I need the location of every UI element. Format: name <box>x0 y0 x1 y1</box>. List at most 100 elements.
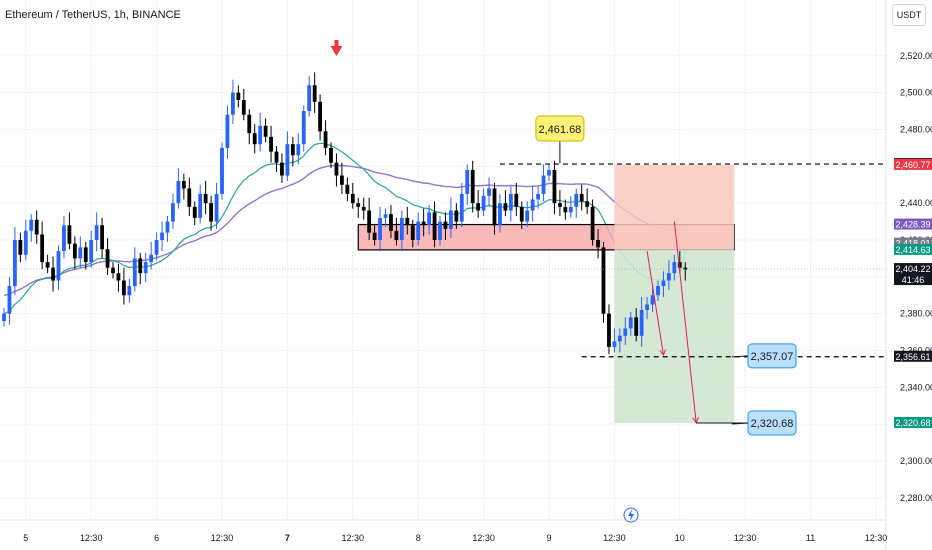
lightning-icon <box>628 509 634 521</box>
price-axis: 2,280.002,300.002,320.002,340.002,360.00… <box>894 51 932 503</box>
annotations: 2,461.68 2,357.07 2,320.68 <box>330 40 797 436</box>
candle-body <box>122 280 126 296</box>
candle-body <box>547 170 551 176</box>
candle-body <box>389 214 393 231</box>
candle-body <box>585 201 590 207</box>
candle-body <box>443 221 448 229</box>
candle-body <box>421 221 426 226</box>
countdown-label: 41:46 <box>902 275 925 285</box>
candle-body <box>263 125 268 137</box>
candle-body <box>672 262 677 274</box>
price-level-tag-label: 2,320.68 <box>895 418 930 428</box>
time-tick-label: 11 <box>806 533 815 543</box>
price-tick-label: 2,380.00 <box>900 309 932 319</box>
candle-body <box>181 181 186 189</box>
price-level-tag <box>894 350 932 362</box>
candle-body <box>78 247 83 259</box>
candle-body <box>492 188 497 226</box>
ema-fast-line <box>3 142 686 315</box>
candle-body <box>639 310 644 336</box>
candle-body <box>334 162 339 176</box>
candle-body <box>40 234 45 263</box>
candle-body <box>667 273 671 281</box>
candle-body <box>459 193 464 222</box>
candle-body <box>13 240 17 287</box>
price-tick-label: 2,280.00 <box>900 493 932 503</box>
candles <box>2 72 688 355</box>
candle-body <box>307 85 312 112</box>
time-tick-label: 12:30 <box>865 533 888 543</box>
candle-body <box>100 225 104 250</box>
candle-body <box>89 240 94 263</box>
candle-body <box>198 193 203 218</box>
candle-body <box>192 206 197 218</box>
price-level-tag <box>894 237 932 249</box>
candle-body <box>62 225 66 252</box>
candle-body <box>165 221 170 233</box>
candle-body <box>416 221 421 240</box>
price-tick-label: 2,440.00 <box>900 198 932 208</box>
price-tick-label: 2,360.00 <box>900 346 932 356</box>
candle-body <box>574 193 579 207</box>
candle-body <box>225 114 230 148</box>
candle-body <box>127 286 132 296</box>
candle-body <box>645 304 649 310</box>
candle-body <box>280 162 284 176</box>
time-tick-label: 12:30 <box>211 533 234 543</box>
candle-body <box>203 193 208 204</box>
candle-body <box>29 219 34 231</box>
candle-body <box>367 210 372 233</box>
candle-body <box>536 193 540 200</box>
candle-body <box>356 203 361 207</box>
candle-body <box>438 221 442 240</box>
candle-body <box>160 232 164 240</box>
candle-body <box>56 251 61 281</box>
candle-body <box>432 212 437 240</box>
candle-body <box>677 262 682 268</box>
price-level-tag-label: 2,356.61 <box>895 352 930 362</box>
candle-body <box>23 230 28 255</box>
zones <box>357 164 735 423</box>
candle-body <box>454 210 459 222</box>
ema-slow-line <box>3 164 686 296</box>
candle-body <box>231 92 235 115</box>
candle-body <box>607 313 611 347</box>
time-tick-label: 8 <box>416 533 421 543</box>
price-tick-label: 2,300.00 <box>900 456 932 466</box>
candle-body <box>247 114 252 134</box>
tp1-callout-label: 2,357.07 <box>751 351 794 363</box>
candle-body <box>340 175 344 185</box>
candle-body <box>241 100 246 115</box>
candle-body <box>269 136 273 152</box>
candle-body <box>498 203 502 226</box>
candle-body <box>138 258 143 274</box>
candle-body <box>476 203 481 211</box>
candle-body <box>530 199 535 211</box>
tp2-callout-label: 2,320.68 <box>751 418 794 430</box>
candle-body <box>410 225 415 240</box>
price-tick-label: 2,520.00 <box>900 51 932 61</box>
candle-body <box>236 92 241 100</box>
candle-body <box>171 203 175 222</box>
candle-body <box>383 214 388 218</box>
price-level-tag-label: 2,418.01 <box>895 239 930 249</box>
candle-body <box>209 203 213 222</box>
candle-body <box>323 131 328 148</box>
candle-body <box>508 193 513 211</box>
candle-body <box>378 217 382 240</box>
candle-body <box>628 317 633 329</box>
candle-body <box>656 286 660 296</box>
tp2-arrow <box>673 221 697 423</box>
candle-body <box>132 258 137 287</box>
price-level-tag <box>894 263 932 286</box>
currency-button[interactable]: USDT <box>892 4 926 26</box>
price-level-tag <box>894 158 932 170</box>
candle-body <box>45 262 50 268</box>
candle-body <box>154 240 159 255</box>
candle-body <box>105 249 110 268</box>
candle-body <box>312 85 317 102</box>
candle-body <box>296 144 301 156</box>
tp1-arrow <box>659 349 666 357</box>
candle-body <box>329 147 333 163</box>
